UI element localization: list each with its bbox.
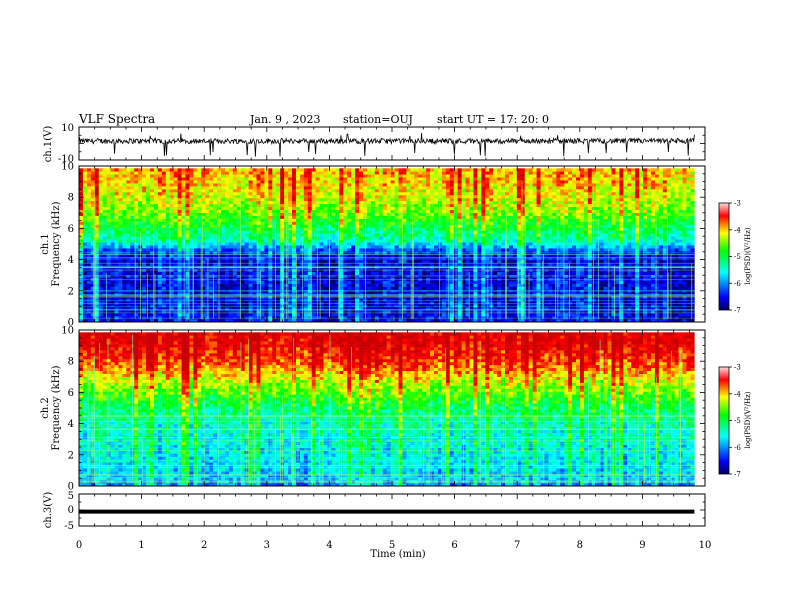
colorbar-tick-label: -5 <box>734 417 741 425</box>
time-axis-tick-label: 9 <box>639 540 645 551</box>
time-axis-tick-label: 3 <box>264 540 270 551</box>
ch1-ytick-top: 10 <box>61 123 74 134</box>
ch1-waveform-ylabel: ch.1(V) <box>43 126 54 163</box>
ch1-colorbar: -3 -4 -5 -6 -7 log(PSD)(V²/Hz) <box>718 200 752 315</box>
ch2-colorbar-ticks: -3 -4 -5 -6 -7 <box>729 364 741 479</box>
colorbar-tick-label: -5 <box>734 253 741 261</box>
spectrogram-ytick-label: 6 <box>68 388 74 399</box>
time-axis-tick-label: 7 <box>514 540 520 551</box>
colorbar-tick-label: -7 <box>734 307 741 315</box>
ch2-spectrogram-ytick-labels: 0 2 4 6 8 10 <box>61 326 74 493</box>
ch1-spectrogram-ticks <box>78 165 706 323</box>
ch2-spectrogram-image <box>79 332 695 487</box>
spectrogram-ytick-label: 8 <box>68 193 74 204</box>
ch2-colorbar-label: log(PSD)(V²/Hz) <box>744 391 752 448</box>
spectrogram-ytick-label: 0 <box>68 318 74 329</box>
figure-title: VLF Spectra <box>78 112 155 126</box>
ch1-ytick-bottom: -10 <box>58 154 74 165</box>
ch3-waveform-panel: 5 0 -5 ch.3(V) <box>43 491 706 532</box>
spectrogram-ytick-label: 6 <box>68 224 74 235</box>
start-time-label: start UT = 17: 20: 0 <box>437 113 549 126</box>
spectrogram-ytick-label: 8 <box>68 357 74 368</box>
ch1-colorbar-label: log(PSD)(V²/Hz) <box>744 227 752 284</box>
ch2-colorbar: -3 -4 -5 -6 -7 log(PSD)(V²/Hz) <box>718 364 752 479</box>
ch2-channel-label: ch.2 <box>40 397 51 419</box>
time-axis-tick-label: 1 <box>138 540 144 551</box>
time-axis-tick-label: 10 <box>699 540 712 551</box>
time-axis-label: Time (min) <box>370 549 425 560</box>
spectrogram-ytick-label: 10 <box>61 326 74 337</box>
ch1-spectrogram-panel: 0 2 4 6 8 10 ch.1 Frequency (kHz) <box>40 162 706 329</box>
colorbar-tick-label: -3 <box>734 200 741 208</box>
ch1-spectrogram-image <box>79 168 695 323</box>
ch3-ytick-mid: 0 <box>68 505 74 516</box>
station-label: station=OUJ <box>343 113 413 126</box>
ch1-waveform-panel: 10 -10 ch.1(V) <box>43 123 706 165</box>
time-axis-tick-label: 8 <box>577 540 583 551</box>
spectrogram-ytick-label: 4 <box>68 255 74 266</box>
time-axis-tick-label: 0 <box>76 540 82 551</box>
colorbar-tick-label: -3 <box>734 364 741 372</box>
ch1-waveform-trace <box>78 132 695 157</box>
colorbar-tick-label: -7 <box>734 471 741 479</box>
ch2-spectrogram-panel: 0 2 4 6 8 10 ch.2 Frequency (kHz) <box>40 326 706 493</box>
time-axis-tick-label: 4 <box>326 540 332 551</box>
colorbar-tick-label: -6 <box>734 444 741 452</box>
ch3-ytick-bottom: -5 <box>64 521 74 532</box>
ch1-channel-label: ch.1 <box>40 233 51 255</box>
ch2-frequency-label: Frequency (kHz) <box>51 365 62 450</box>
spectrogram-ytick-label: 2 <box>68 286 74 297</box>
spectrogram-ytick-label: 0 <box>68 482 74 493</box>
spectrogram-ytick-label: 10 <box>61 162 74 173</box>
colorbar-tick-label: -6 <box>734 280 741 288</box>
ch3-waveform-ylabel: ch.3(V) <box>43 492 54 529</box>
time-axis-tick-label: 2 <box>201 540 207 551</box>
ch1-spectrogram-ytick-labels: 0 2 4 6 8 10 <box>61 162 74 329</box>
spectrogram-ytick-label: 2 <box>68 450 74 461</box>
spectrogram-ytick-label: 4 <box>68 419 74 430</box>
time-axis-tick-label: 6 <box>451 540 457 551</box>
colorbar-tick-label: -4 <box>734 226 741 234</box>
ch3-waveform-ticks <box>78 493 706 527</box>
ch1-frequency-label: Frequency (kHz) <box>51 201 62 286</box>
date-label: Jan. 9 , 2023 <box>249 113 321 126</box>
time-axis-tick-label: 5 <box>389 540 395 551</box>
ch2-spectrogram-ticks <box>78 329 706 487</box>
ch3-ytick-top: 5 <box>68 491 74 502</box>
ch1-colorbar-ticks: -3 -4 -5 -6 -7 <box>729 200 741 315</box>
colorbar-tick-label: -4 <box>734 390 741 398</box>
time-axis-tick-labels: 0 1 2 3 4 5 6 7 8 9 10 <box>76 540 712 551</box>
ch1-waveform-ticks <box>78 126 706 161</box>
